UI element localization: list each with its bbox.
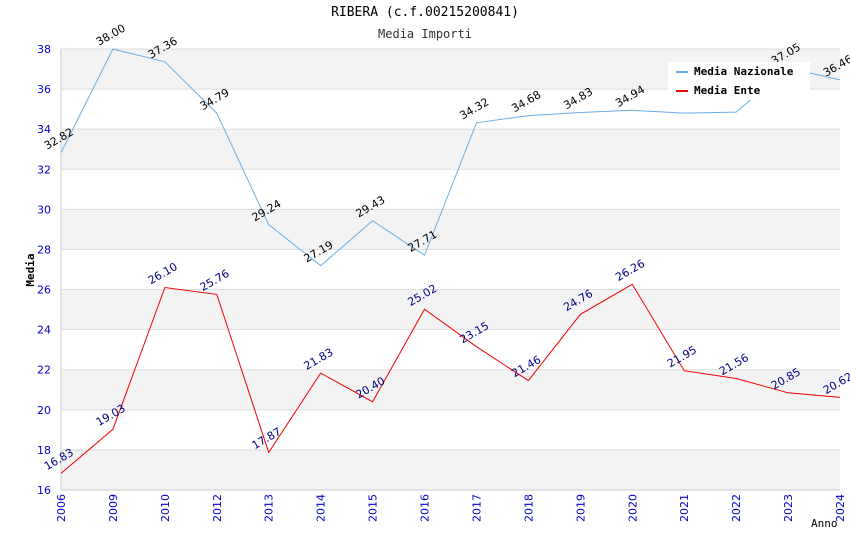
y-tick-label: 20 xyxy=(37,404,51,417)
y-tick-label: 28 xyxy=(37,243,51,256)
data-label-media-nazionale: 34.79 xyxy=(198,86,232,113)
x-tick-label: 2021 xyxy=(678,494,691,522)
data-label-media-nazionale: 34.32 xyxy=(457,95,491,122)
y-tick-label: 26 xyxy=(37,284,51,297)
y-tick-label: 36 xyxy=(37,83,51,96)
legend-label-media-nazionale: Media Nazionale xyxy=(694,65,794,78)
x-tick-label: 2009 xyxy=(107,494,120,522)
x-tick-label: 2023 xyxy=(782,494,795,522)
x-tick-label: 2018 xyxy=(522,494,535,522)
x-tick-label: 2017 xyxy=(470,494,483,522)
data-label-media-nazionale: 38.00 xyxy=(94,22,128,49)
x-tick-label: 2016 xyxy=(419,494,432,522)
x-tick-label: 2022 xyxy=(730,494,743,522)
x-tick-label: 2013 xyxy=(263,494,276,522)
chart-subtitle: Media Importi xyxy=(378,27,472,41)
x-tick-label: 2012 xyxy=(211,494,224,522)
y-tick-label: 18 xyxy=(37,444,51,457)
x-tick-label: 2010 xyxy=(159,494,172,522)
x-tick-labels: 2006 2009 2010 2012 2013 2014 2015 2016 2017 2018… xyxy=(55,494,847,522)
x-tick-label: 2019 xyxy=(574,494,587,522)
x-tick-label: 2015 xyxy=(367,494,380,522)
x-tick-label: 2024 xyxy=(834,494,847,522)
grid-band xyxy=(61,289,840,330)
chart-title: RIBERA (c.f.00215200841) xyxy=(331,5,519,20)
grid-band xyxy=(61,209,840,250)
y-tick-label: 34 xyxy=(37,123,51,136)
y-axis-label: Media xyxy=(24,253,37,286)
series-lines xyxy=(60,48,841,474)
data-label-media-ente: 26.10 xyxy=(146,260,180,287)
grid-band xyxy=(61,129,840,170)
y-tick-label: 16 xyxy=(37,484,51,497)
y-tick-label: 38 xyxy=(37,43,51,56)
y-tick-labels: 16 18 20 22 24 26 28 30 32 34 36 38 xyxy=(37,43,51,497)
axes xyxy=(60,49,840,491)
y-tick-label: 32 xyxy=(37,163,51,176)
x-tick-label: 2020 xyxy=(626,494,639,522)
y-tick-label: 24 xyxy=(37,324,51,337)
x-tick-label: 2014 xyxy=(315,494,328,522)
x-axis-label: Anno xyxy=(811,517,838,530)
y-tick-label: 22 xyxy=(37,364,51,377)
legend: Media Nazionale Media Ente xyxy=(668,62,810,100)
grid-bands xyxy=(61,49,840,490)
series-line-media-nazionale xyxy=(60,48,841,267)
data-label-media-ente: 21.83 xyxy=(302,346,336,373)
data-label-media-ente: 26.26 xyxy=(613,257,647,284)
grid-band xyxy=(61,369,840,410)
data-label-media-ente: 17.87 xyxy=(250,425,284,452)
legend-label-media-ente: Media Ente xyxy=(694,84,761,97)
x-tick-label: 2006 xyxy=(55,494,68,522)
series-line-media-ente xyxy=(60,283,841,474)
data-label-media-nazionale: 34.68 xyxy=(509,88,543,115)
y-tick-label: 30 xyxy=(37,203,51,216)
grid-band xyxy=(61,449,840,490)
